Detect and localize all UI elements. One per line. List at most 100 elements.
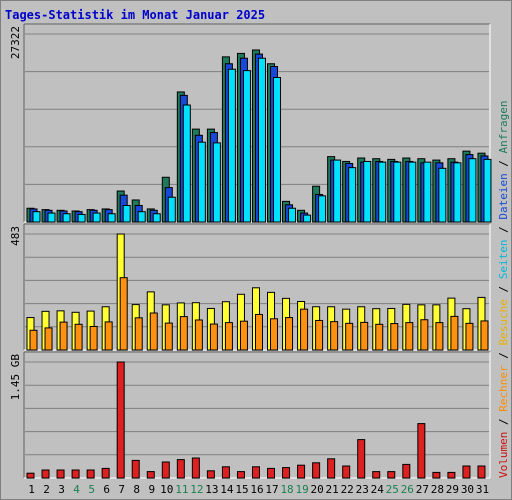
bar-hits-seiten-16 [257,57,266,223]
bar-visits-rechner-26 [405,322,414,351]
x-tick-label: 29 [446,483,459,496]
bar-hits-seiten-6 [107,213,116,223]
bar-visits-rechner-7 [119,277,128,351]
bar-visits-rechner-21 [330,321,339,351]
bar-volume-volumen-8 [131,459,140,479]
bar-volume-volumen-10 [161,461,170,479]
bar-visits-rechner-30 [465,322,474,351]
bar-visits-rechner-24 [375,323,384,351]
bar-visits-rechner-11 [179,316,188,351]
x-tick-label: 9 [148,483,155,496]
bar-visits-rechner-25 [390,323,399,351]
legend-separator: / [497,220,510,240]
x-tick-label: 11 [175,483,188,496]
bar-volume-volumen-13 [206,470,215,479]
bar-volume-volumen-16 [251,466,260,479]
x-tick-label: 24 [371,483,385,496]
panel-volume-max-label: 1.45 GB [9,354,22,401]
bar-hits-seiten-7 [122,204,131,223]
bar-visits-rechner-15 [239,320,248,351]
bar-visits-rechner-2 [44,327,53,351]
bar-visits-rechner-6 [104,321,113,351]
x-tick-label: 5 [88,483,95,496]
bar-volume-volumen-6 [101,467,110,479]
x-tick-label: 10 [160,483,173,496]
legend-item-anfragen: Anfragen [497,100,510,153]
legend-item-seiten: Seiten [497,240,510,280]
bar-hits-seiten-2 [47,212,56,223]
bar-visits-rechner-29 [450,315,459,351]
bar-hits-seiten-4 [77,213,86,223]
bar-visits-rechner-31 [480,320,489,351]
bar-visits-rechner-10 [164,322,173,351]
bar-volume-volumen-30 [462,465,471,479]
bar-hits-seiten-1 [32,211,41,223]
legend-separator: / [497,412,510,432]
panel-volume-bg [24,352,490,478]
panel-visits-max-label: 483 [9,226,22,246]
bar-visits-rechner-18 [285,317,294,351]
bar-hits-seiten-13 [212,142,221,223]
chart-title: Tages-Statistik im Monat Januar 2025 [5,8,266,22]
bar-visits-rechner-17 [270,318,279,351]
bar-visits-rechner-9 [149,312,158,351]
bar-volume-volumen-18 [282,467,291,479]
bar-volume-volumen-14 [221,466,230,479]
x-tick-label: 20 [311,483,324,496]
bar-visits-rechner-16 [254,313,263,351]
legend-item-dateien: Dateien [497,173,510,219]
bar-hits-seiten-14 [227,68,236,223]
bar-visits-rechner-27 [420,319,429,351]
x-tick-label: 13 [205,483,218,496]
x-tick-label: 26 [401,483,414,496]
bar-volume-volumen-25 [387,471,396,479]
x-tick-label: 25 [386,483,399,496]
bar-volume-volumen-12 [191,457,200,479]
bar-hits-seiten-31 [483,158,492,223]
x-tick-label: 16 [250,483,263,496]
x-tick-label: 4 [73,483,80,496]
bar-hits-seiten-8 [137,211,146,223]
bar-volume-volumen-4 [71,469,80,479]
bar-visits-rechner-1 [29,329,38,351]
x-tick-label: 7 [118,483,125,496]
x-tick-label: 6 [103,483,110,496]
bar-hits-seiten-9 [152,213,161,223]
x-tick-label: 18 [280,483,293,496]
bar-volume-volumen-28 [432,471,441,479]
panel-hits-max-label: 27322 [9,26,22,59]
x-tick-label: 23 [356,483,369,496]
legend-separator: / [497,346,510,366]
bar-visits-rechner-28 [435,322,444,351]
x-tick-label: 2 [43,483,50,496]
bar-visits-rechner-13 [209,323,218,351]
x-tick-label: 8 [133,483,140,496]
legend-separator: / [497,279,510,299]
x-tick-label: 27 [416,483,429,496]
bar-visits-rechner-3 [59,321,68,351]
bar-volume-volumen-21 [327,458,336,479]
bar-hits-seiten-12 [197,141,206,223]
bar-volume-volumen-7 [116,361,125,479]
bar-volume-volumen-9 [146,471,155,479]
legend-separator: / [497,153,510,173]
bar-visits-rechner-22 [345,322,354,351]
bar-hits-seiten-27 [423,161,432,223]
bar-volume-volumen-17 [267,467,276,479]
x-tick-label: 14 [220,483,234,496]
bar-hits-seiten-10 [167,196,176,223]
bar-volume-volumen-20 [312,462,321,479]
x-tick-label: 22 [341,483,354,496]
bar-volume-volumen-11 [176,459,185,479]
bar-hits-seiten-18 [288,207,297,223]
bar-volume-volumen-22 [342,465,351,479]
bar-visits-rechner-20 [315,319,324,351]
bar-volume-volumen-24 [372,471,381,479]
bar-hits-seiten-30 [468,158,477,223]
bar-volume-volumen-29 [447,471,456,479]
bar-volume-volumen-2 [41,469,50,479]
legend-item-besuche: Besuche [497,299,510,345]
bar-volume-volumen-19 [297,464,306,479]
